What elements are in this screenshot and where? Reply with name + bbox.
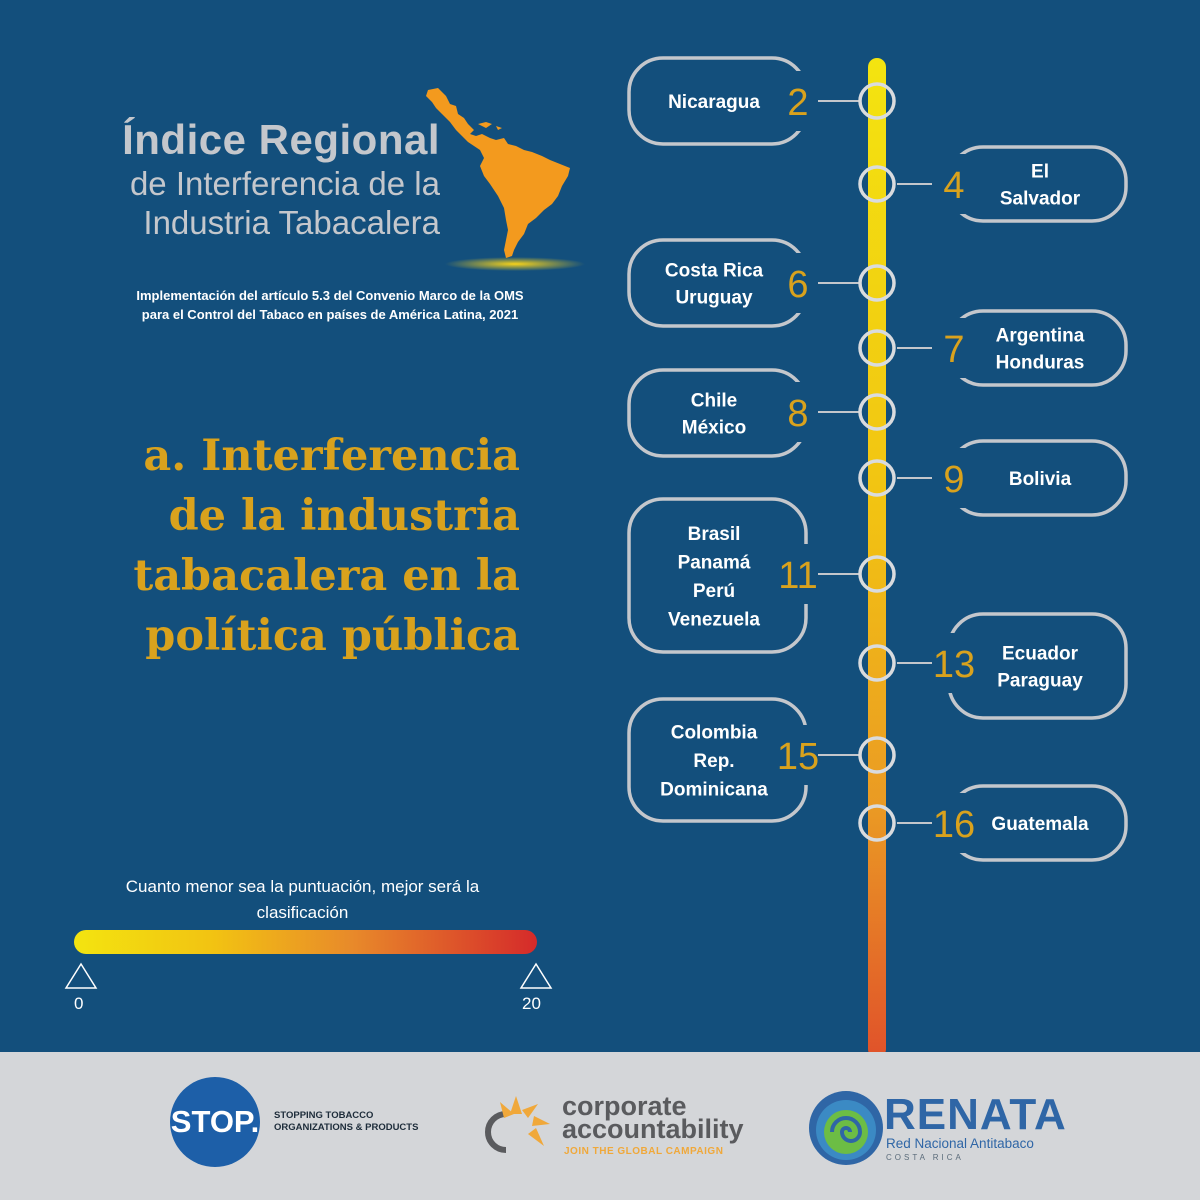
timeline-node xyxy=(858,555,896,593)
country-name: Rep. xyxy=(693,751,734,772)
scale-max-label: 20 xyxy=(522,994,541,1013)
score-label: 8 xyxy=(787,393,808,435)
timeline-node xyxy=(858,264,896,302)
corporate-accountability-logo-icon xyxy=(485,1096,550,1153)
country-name: Guatemala xyxy=(991,814,1089,835)
stop-logo: STOP. xyxy=(170,1077,260,1167)
country-name: Dominicana xyxy=(660,780,768,801)
section-heading-line-2: de la industria xyxy=(168,491,520,541)
timeline-axis xyxy=(868,58,886,1052)
country-name: Uruguay xyxy=(675,288,753,309)
country-name: Colombia xyxy=(671,723,758,744)
score-label: 6 xyxy=(787,264,808,306)
timeline-node xyxy=(858,393,896,431)
ca-line-1: corporate xyxy=(562,1091,687,1121)
scale-note-line-2: clasificación xyxy=(256,903,349,922)
timeline-node xyxy=(858,736,896,774)
timeline-entry: 7 Argentina Honduras xyxy=(858,309,1128,387)
renata-subtitle: Red Nacional Antitabaco xyxy=(886,1136,1034,1151)
scale-max-marker-icon xyxy=(519,962,553,989)
timeline-node xyxy=(858,329,896,367)
score-label: 16 xyxy=(933,804,975,846)
timeline-entry: 15 Colombia Rep. Dominicana xyxy=(627,697,896,823)
country-name: Bolivia xyxy=(1009,469,1072,490)
timeline-node xyxy=(858,804,896,842)
country-name: El xyxy=(1031,162,1049,183)
ca-tagline: JOIN THE GLOBAL CAMPAIGN xyxy=(564,1146,724,1157)
subtitle-line-1: Implementación del artículo 5.3 del Conv… xyxy=(136,288,524,303)
timeline-entry: 11 Brasil Panamá Perú Venezuela xyxy=(627,497,896,654)
section-heading-line-1: a. Interferencia xyxy=(143,431,520,481)
country-name: Costa Rica xyxy=(665,261,764,282)
country-label-box xyxy=(947,309,1128,387)
country-name: Venezuela xyxy=(668,609,760,630)
country-name: Panamá xyxy=(678,552,751,573)
score-timeline: 2 Nicaragua 4 El Salvador 6 Costa Rica Uruguay 7… xyxy=(627,56,1128,1052)
scale-note-line-1: Cuanto menor sea la puntuación, mejor se… xyxy=(125,877,480,896)
score-label: 7 xyxy=(943,329,964,371)
renata-name: RENATA xyxy=(884,1090,1067,1139)
latin-america-map-icon xyxy=(426,88,585,271)
scale-min-label: 0 xyxy=(74,994,84,1013)
timeline-node xyxy=(858,82,896,120)
country-name: Ecuador xyxy=(1002,644,1079,665)
stop-name: STOPPING TOBACCO ORGANIZATIONS & PRODUCT… xyxy=(274,1110,418,1134)
timeline-entry: 6 Costa Rica Uruguay xyxy=(627,238,896,328)
title-line-3: Industria Tabacalera xyxy=(143,204,440,241)
corporate-accountability-name: corporate accountability xyxy=(562,1091,744,1144)
timeline-entry: 9 Bolivia xyxy=(858,439,1128,517)
subtitle: Implementación del artículo 5.3 del Conv… xyxy=(100,286,560,324)
score-label: 11 xyxy=(778,555,817,597)
infographic-main: Índice Regional de Interferencia de la I… xyxy=(64,56,1128,1052)
scale-note: Cuanto menor sea la puntuación, mejor se… xyxy=(80,874,525,926)
country-name: Argentina xyxy=(996,326,1085,347)
subtitle-line-2: para el Control del Tabaco en países de … xyxy=(141,307,519,322)
stop-name-line-2: ORGANIZATIONS & PRODUCTS xyxy=(274,1122,419,1133)
renata-country: COSTA RICA xyxy=(886,1153,964,1162)
timeline-entry: 13 Ecuador Paraguay xyxy=(858,612,1128,720)
timeline-entry: 16 Guatemala xyxy=(858,784,1128,862)
country-name: Nicaragua xyxy=(668,92,760,113)
timeline-entry: 4 El Salvador xyxy=(858,145,1128,223)
score-label: 4 xyxy=(943,165,964,207)
country-name: Salvador xyxy=(1000,189,1081,210)
section-heading-line-3: tabacalera en la xyxy=(133,551,520,601)
country-name: Brasil xyxy=(688,524,741,545)
scale-min-marker-icon xyxy=(64,962,98,989)
timeline-node xyxy=(858,644,896,682)
country-label-box xyxy=(947,612,1128,720)
score-label: 9 xyxy=(943,459,964,501)
stop-name-line-1: STOPPING TOBACCO xyxy=(274,1110,374,1121)
country-label-box xyxy=(947,145,1128,223)
renata-logo-icon xyxy=(809,1091,883,1165)
title-line-1: Índice Regional xyxy=(122,116,440,163)
timeline-node xyxy=(858,165,896,203)
score-label: 13 xyxy=(933,644,975,686)
country-name: Honduras xyxy=(996,353,1085,374)
title-line-2: de Interferencia de la xyxy=(129,165,440,202)
timeline-entry: 2 Nicaragua xyxy=(627,56,896,146)
score-gradient-bar xyxy=(74,930,537,954)
country-name: México xyxy=(682,418,746,439)
country-name: Paraguay xyxy=(997,671,1083,692)
section-heading-line-4: política pública xyxy=(145,611,520,661)
ca-line-2: accountability xyxy=(562,1114,744,1144)
score-label: 15 xyxy=(777,736,819,778)
score-label: 2 xyxy=(787,82,808,124)
country-name: Perú xyxy=(693,581,735,602)
timeline-node xyxy=(858,459,896,497)
country-name: Chile xyxy=(691,391,737,412)
timeline-entry: 8 Chile México xyxy=(627,368,896,458)
